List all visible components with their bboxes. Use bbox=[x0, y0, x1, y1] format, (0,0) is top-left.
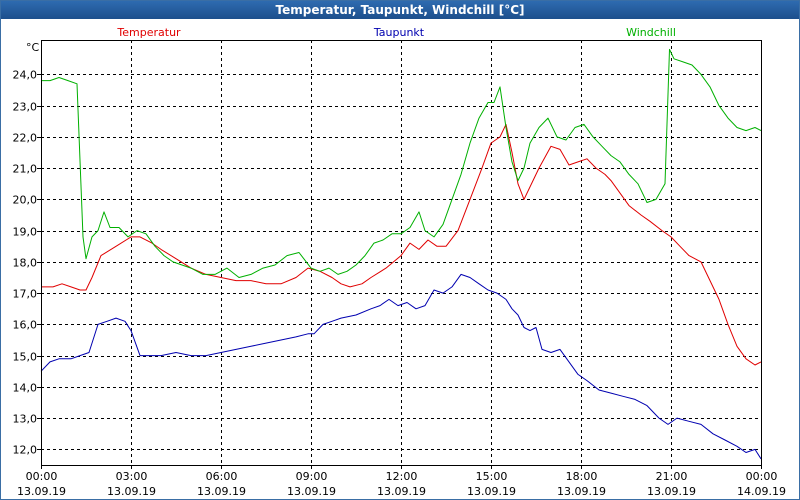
y-axis-ticks: 12,0 13,0 14,0 15,0 16,0 17,0 18,0 19,0 20,0 21,0… bbox=[13, 69, 41, 457]
x-tick-time: 15:00 bbox=[476, 470, 508, 483]
x-tick-date: 13.09.19 bbox=[557, 485, 606, 498]
y-tick-label: 12,0 bbox=[13, 444, 38, 457]
data-series bbox=[40, 48, 762, 460]
y-tick-label: 20,0 bbox=[13, 194, 38, 207]
x-tick-date: 13.09.19 bbox=[197, 485, 246, 498]
x-tick-time: 06:00 bbox=[206, 470, 238, 483]
y-tick-label: 18,0 bbox=[13, 257, 38, 270]
plot-frame bbox=[41, 40, 762, 466]
x-tick-date: 13.09.19 bbox=[107, 485, 156, 498]
x-tick-time: 00:00 bbox=[26, 470, 58, 483]
y-tick-label: 23,0 bbox=[13, 101, 38, 114]
window-title: Temperatur, Taupunkt, Windchill [°C] bbox=[1, 1, 799, 19]
x-tick-time: 00:00 bbox=[746, 470, 778, 483]
y-tick-label: 19,0 bbox=[13, 226, 38, 239]
x-tick-date: 13.09.19 bbox=[647, 485, 696, 498]
chart-area: Temperatur Taupunkt Windchill °C 12,0 13,… bbox=[13, 26, 786, 498]
x-tick-time: 18:00 bbox=[566, 470, 598, 483]
x-axis-ticks: 00:00 13.09.19 03:00 13.09.19 06:00 13.09.19 0… bbox=[17, 465, 786, 498]
y-tick-label: 13,0 bbox=[13, 413, 38, 426]
legend-taupunkt: Taupunkt bbox=[373, 26, 425, 39]
series-line-windchill bbox=[41, 48, 762, 278]
x-tick-date: 13.09.19 bbox=[17, 485, 66, 498]
x-tick-time: 12:00 bbox=[386, 470, 418, 483]
legend-temperatur: Temperatur bbox=[116, 26, 181, 39]
y-tick-label: 15,0 bbox=[13, 351, 38, 364]
y-axis-unit: °C bbox=[26, 41, 40, 54]
y-tick-label: 21,0 bbox=[13, 163, 38, 176]
y-tick-label: 17,0 bbox=[13, 288, 38, 301]
x-tick-date: 13.09.19 bbox=[377, 485, 426, 498]
x-tick-date: 14.09.19 bbox=[737, 485, 786, 498]
grid-lines bbox=[41, 40, 761, 465]
y-tick-label: 14,0 bbox=[13, 382, 38, 395]
y-tick-label: 22,0 bbox=[13, 132, 38, 145]
series-line-temperatur bbox=[41, 123, 762, 366]
legend-windchill: Windchill bbox=[626, 26, 676, 39]
x-tick-date: 13.09.19 bbox=[287, 485, 336, 498]
series-line-taupunkt bbox=[40, 273, 762, 460]
x-tick-time: 09:00 bbox=[296, 470, 328, 483]
x-tick-time: 21:00 bbox=[656, 470, 688, 483]
y-tick-label: 24,0 bbox=[13, 69, 38, 82]
x-tick-time: 03:00 bbox=[116, 470, 148, 483]
y-tick-label: 16,0 bbox=[13, 319, 38, 332]
x-tick-date: 13.09.19 bbox=[467, 485, 516, 498]
